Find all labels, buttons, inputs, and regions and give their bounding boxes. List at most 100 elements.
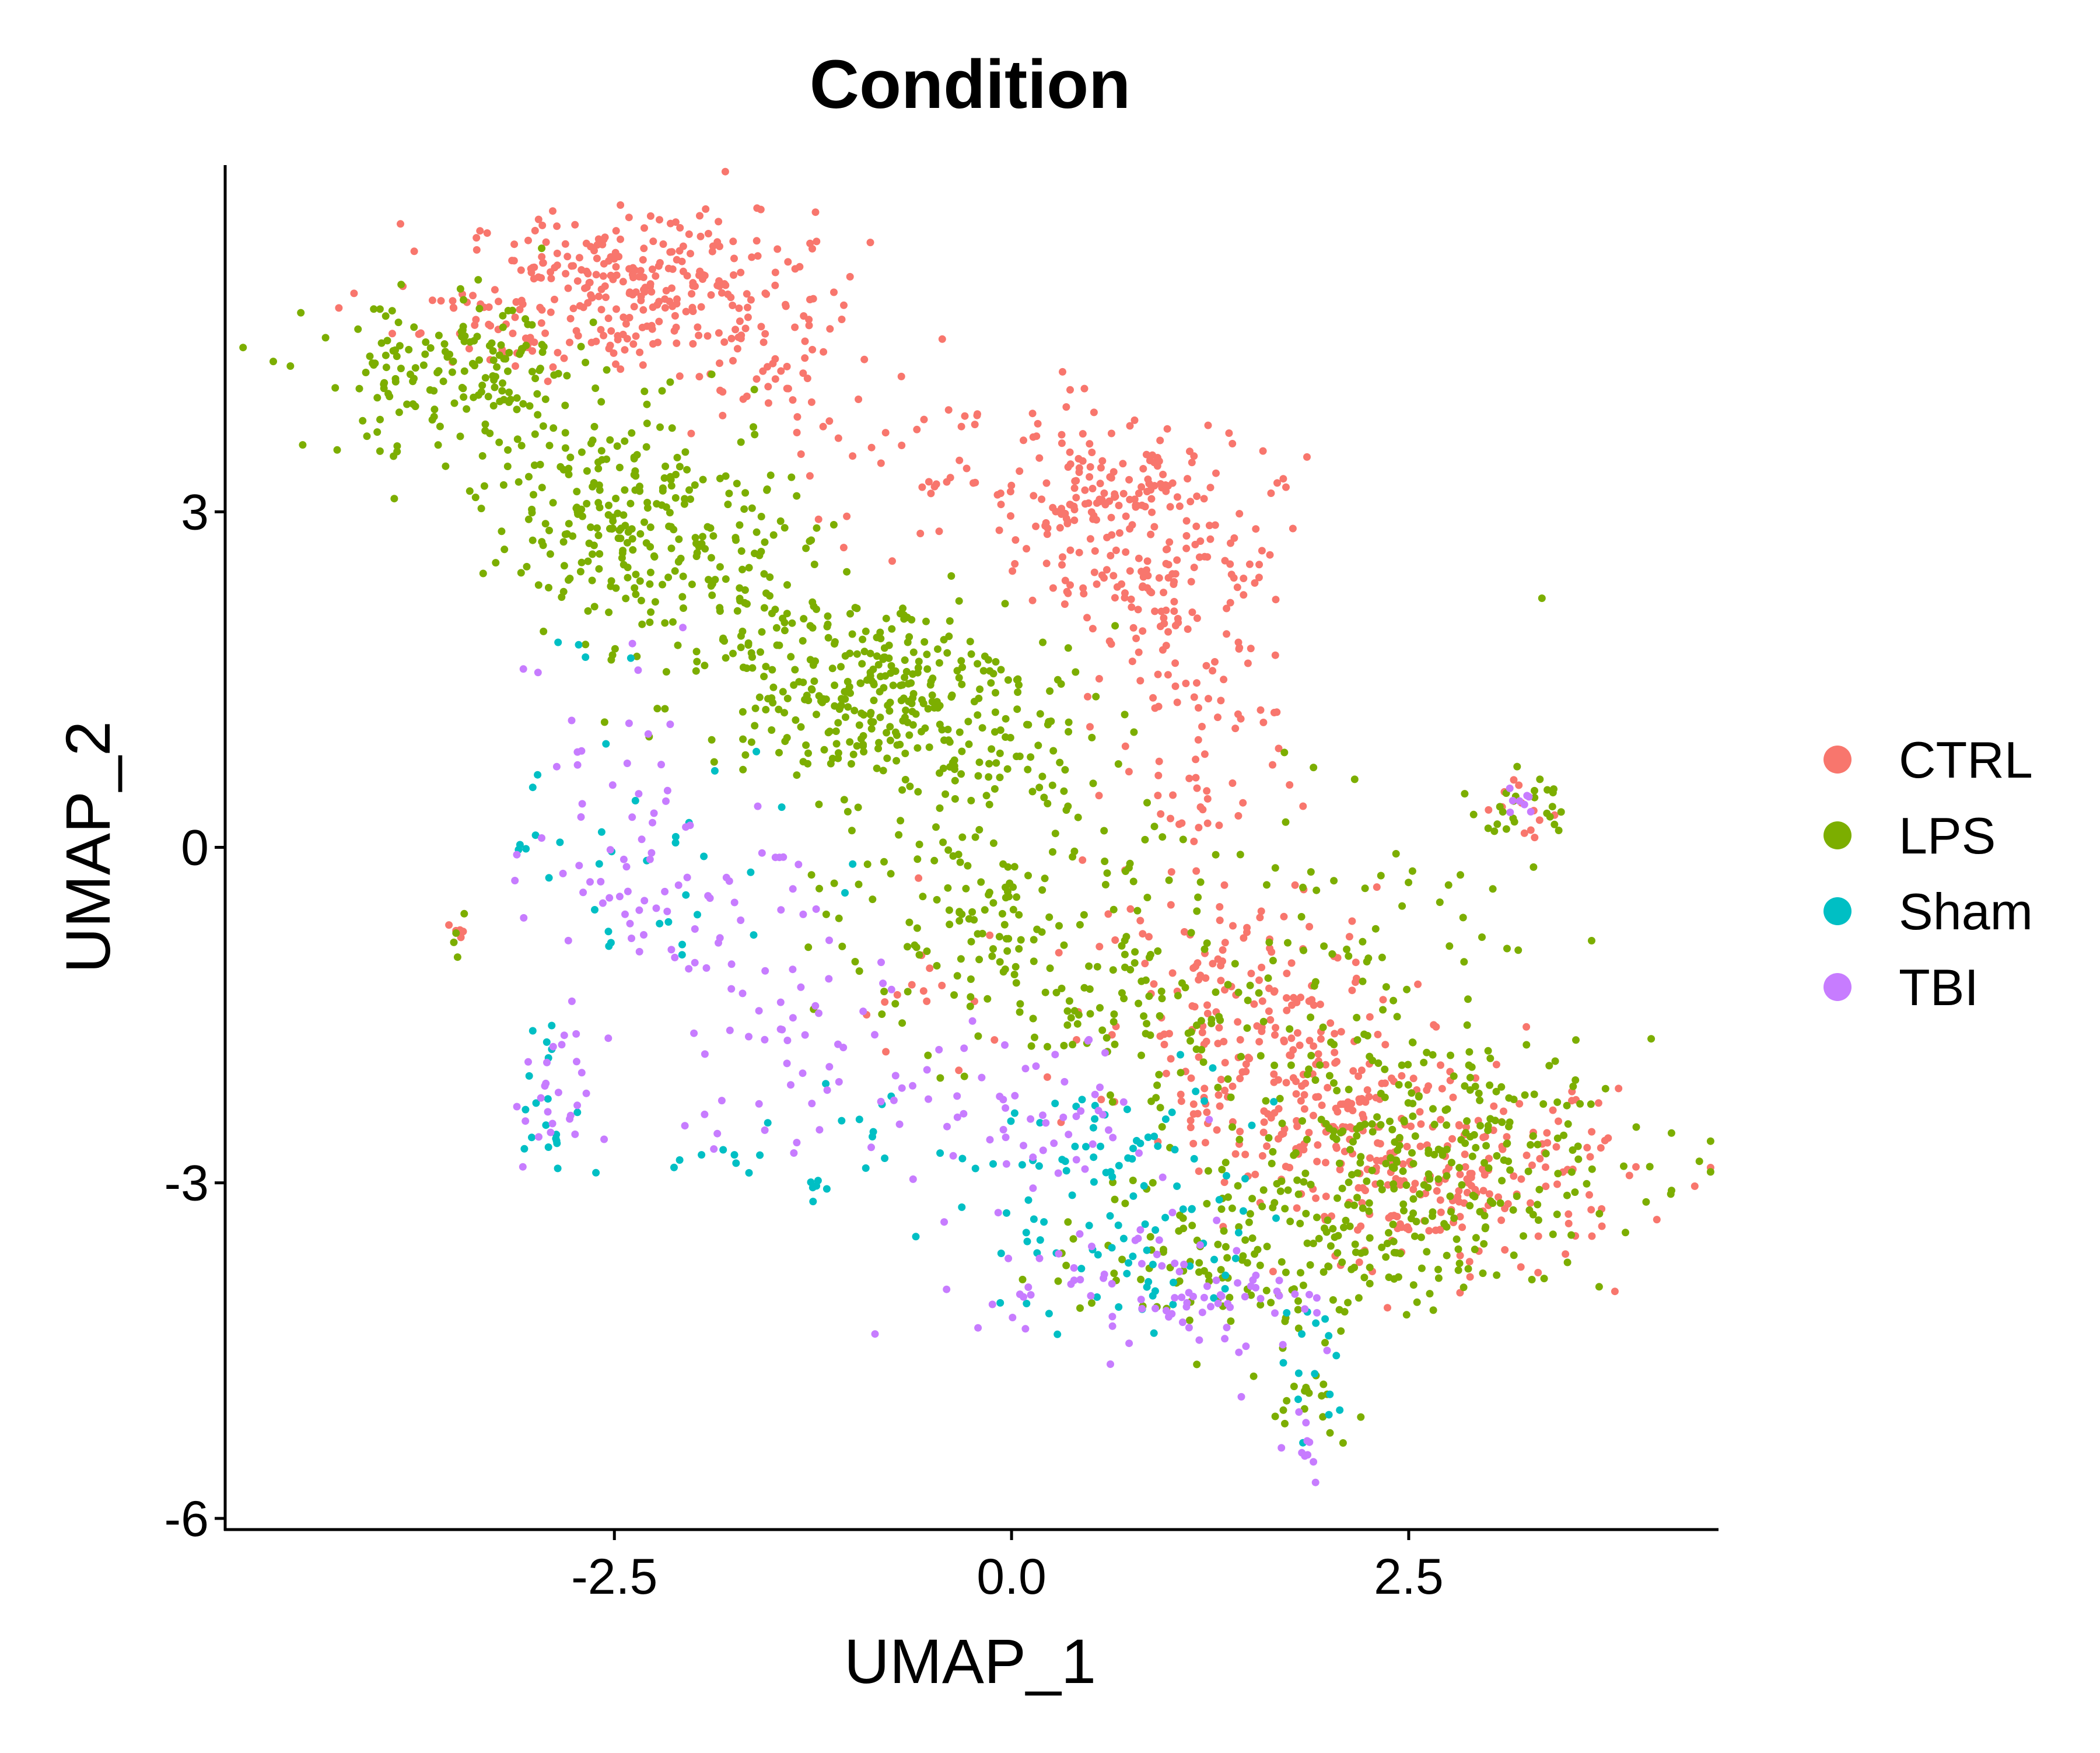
point-sham (1115, 1303, 1123, 1311)
point-lps (776, 517, 785, 525)
point-lps (901, 656, 909, 664)
point-ctrl (974, 410, 981, 418)
point-ctrl (1260, 1107, 1268, 1115)
point-ctrl (1362, 1187, 1369, 1195)
point-tbi (871, 1330, 879, 1338)
point-tbi (608, 781, 617, 789)
point-ctrl (757, 323, 765, 331)
legend-label-sham: Sham (1899, 883, 2033, 940)
point-ctrl (1184, 475, 1192, 483)
point-ctrl (799, 369, 807, 377)
point-lps (891, 728, 900, 736)
point-lps (1366, 1052, 1374, 1061)
point-lps (957, 770, 965, 778)
point-lps (834, 719, 842, 727)
point-lps (519, 400, 527, 408)
point-tbi (685, 965, 693, 973)
point-lps (1595, 1283, 1603, 1291)
point-lps (449, 357, 457, 365)
point-sham (1023, 1300, 1031, 1307)
point-lps (1145, 992, 1153, 1000)
point-ctrl (1209, 667, 1217, 675)
point-ctrl (825, 417, 834, 425)
point-ctrl (1096, 498, 1104, 506)
point-lps (1276, 1187, 1284, 1195)
point-ctrl (1251, 579, 1259, 587)
point-lps (755, 693, 764, 701)
point-lps (914, 788, 922, 796)
point-ctrl (1133, 502, 1142, 510)
point-ctrl (1098, 457, 1107, 465)
point-lps (883, 729, 891, 737)
point-ctrl (1216, 1102, 1224, 1110)
point-tbi (620, 855, 628, 863)
point-lps (1457, 871, 1464, 879)
point-ctrl (1167, 901, 1175, 909)
point-sham (698, 1151, 706, 1159)
point-lps (792, 716, 800, 724)
point-lps (891, 1000, 900, 1008)
point-tbi (534, 669, 542, 677)
point-lps (887, 662, 895, 670)
point-tbi (960, 1110, 968, 1118)
point-lps (491, 383, 499, 391)
point-lps (1092, 692, 1100, 701)
point-ctrl (1273, 479, 1281, 487)
point-sham (745, 1169, 753, 1177)
point-ctrl (1212, 469, 1220, 477)
point-ctrl (1322, 1061, 1329, 1069)
point-lps (1398, 1061, 1406, 1069)
point-tbi (522, 1117, 530, 1125)
point-lps (1236, 1135, 1244, 1143)
point-lps (680, 604, 687, 612)
point-lps (1390, 1180, 1398, 1188)
point-ctrl (1225, 429, 1233, 437)
legend-label-ctrl: CTRL (1899, 731, 2033, 789)
point-ctrl (1414, 980, 1422, 988)
point-lps (1216, 1016, 1224, 1024)
point-ctrl (963, 464, 971, 473)
point-ctrl (1193, 679, 1200, 687)
point-ctrl (1465, 1258, 1474, 1266)
point-ctrl (1229, 922, 1237, 930)
point-lps (985, 773, 993, 781)
point-sham (656, 919, 664, 928)
point-lps (1399, 1200, 1408, 1208)
point-ctrl (1552, 1143, 1560, 1151)
point-ctrl (1396, 1181, 1405, 1189)
point-ctrl (1594, 1099, 1602, 1107)
point-lps (1632, 1123, 1640, 1131)
point-lps (1131, 948, 1139, 956)
point-lps (1076, 1304, 1084, 1312)
point-lps (1101, 881, 1110, 888)
point-ctrl (649, 237, 657, 246)
point-lps (769, 683, 778, 691)
point-ctrl (637, 296, 645, 305)
point-lps (783, 694, 792, 702)
point-sham (1210, 1294, 1218, 1302)
point-ctrl (668, 248, 676, 256)
point-lps (880, 858, 888, 866)
point-lps (460, 337, 468, 345)
point-ctrl (1126, 422, 1134, 430)
point-lps (565, 520, 573, 528)
point-tbi (1138, 1304, 1146, 1313)
point-tbi (988, 1300, 996, 1308)
point-tbi (895, 1120, 904, 1128)
point-lps (1158, 995, 1166, 1003)
point-lps (1500, 1156, 1508, 1164)
point-tbi (544, 1108, 552, 1116)
point-lps (1307, 1181, 1315, 1189)
point-ctrl (1007, 512, 1014, 520)
point-lps (1101, 858, 1109, 865)
point-ctrl (1388, 1074, 1395, 1082)
point-tbi (816, 1126, 824, 1134)
point-ctrl (1058, 439, 1066, 447)
point-ctrl (1220, 1178, 1228, 1187)
point-sham (997, 1250, 1005, 1257)
point-lps (1576, 1100, 1584, 1108)
point-lps (391, 377, 400, 386)
point-lps (851, 604, 859, 612)
point-lps (1429, 1051, 1437, 1059)
